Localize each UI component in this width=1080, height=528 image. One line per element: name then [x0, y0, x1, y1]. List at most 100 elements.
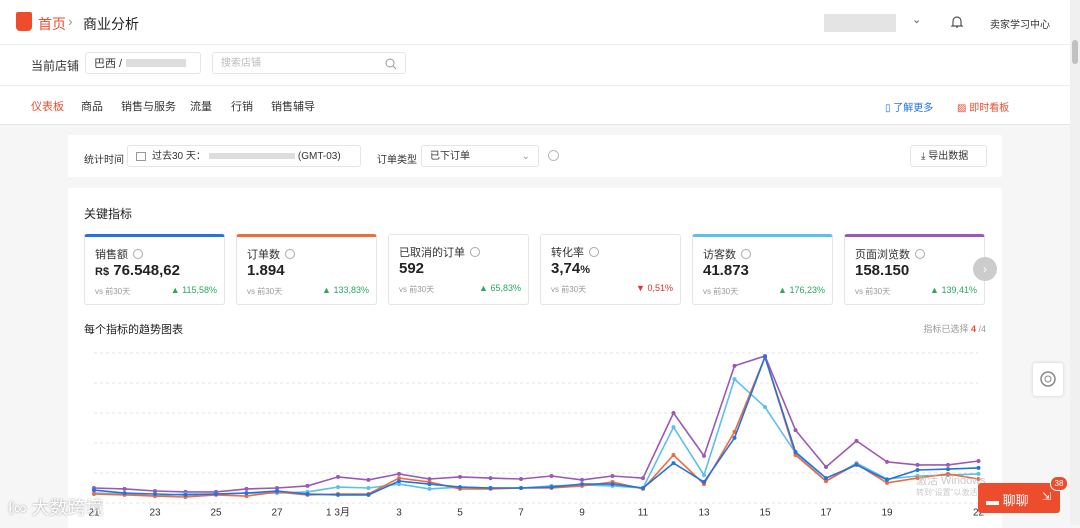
data-point — [549, 474, 554, 478]
nav-tab[interactable]: 流量 — [190, 101, 212, 113]
metric-value-text: 76.548,62 — [113, 262, 180, 279]
metric-card[interactable]: 销售额 R$ 76.548,62 vs 前30天 ▲ 115,58% — [84, 234, 225, 305]
metric-card[interactable]: 订单数 1.894 vs 前30天 ▲ 133,83% — [236, 234, 377, 305]
nav-tab[interactable]: 仪表板 — [31, 101, 64, 113]
key-metrics-title: 关键指标 — [84, 207, 133, 221]
x-tick-label: 23 — [149, 508, 161, 519]
data-point — [549, 485, 554, 490]
change-text: 133,83% — [333, 285, 369, 295]
data-point — [946, 471, 950, 476]
metric-card[interactable]: 访客数 41.873 vs 前30天 ▲ 176,23% — [692, 234, 833, 305]
metric-card[interactable]: 已取消的订单 592 vs 前30天 ▲ 65,83% — [388, 234, 529, 305]
metric-compare: vs 前30天 — [703, 287, 739, 296]
metric-value-text: 3,74 — [551, 260, 581, 277]
live-board-link[interactable]: ▨ 即时看板 — [957, 103, 1010, 114]
data-point — [854, 438, 859, 443]
data-point — [732, 377, 737, 382]
export-button[interactable]: ⤓ 导出数据 — [910, 145, 987, 167]
data-point — [671, 453, 676, 457]
metric-card[interactable]: 页面浏览数 158.150 vs 前30天 ▲ 139,41% — [844, 234, 985, 305]
change-text: 176,23% — [789, 285, 825, 295]
time-label: 统计时间 — [84, 155, 124, 166]
data-point — [488, 486, 493, 490]
chat-button[interactable]: ▬ 聊聊 ⇲ — [978, 483, 1060, 513]
next-cards-button[interactable]: › — [973, 257, 997, 281]
data-point — [244, 491, 249, 496]
notification-icon[interactable] — [950, 15, 964, 29]
metric-change: ▲ 65,83% — [479, 283, 521, 293]
nav-tab[interactable]: 商品 — [81, 101, 103, 113]
metric-card[interactable]: 转化率 3,74% vs 前30天 ▼ 0,51% — [540, 234, 681, 305]
x-tick-label: 3 — [396, 508, 402, 519]
metric-name-text: 销售额 — [95, 249, 128, 261]
search-icon — [385, 58, 397, 70]
data-point — [610, 474, 615, 478]
nav-bar — [0, 85, 1070, 125]
data-point — [946, 462, 950, 467]
metric-value: 592 — [399, 260, 424, 277]
live-board-text: 即时看板 — [969, 103, 1010, 114]
help-bubble-icon — [1040, 371, 1056, 387]
trend-chart: 21 23 25 27 1 3月 3 5 7 9 11 13 15 17 19 22 — [88, 352, 984, 519]
help-icon[interactable] — [548, 150, 559, 161]
nav-tab[interactable]: 销售辅导 — [271, 101, 315, 113]
learn-more-link[interactable]: ▯ 了解更多 — [885, 103, 934, 114]
time-picker[interactable]: 过去30 天： (GMT-03) — [127, 145, 361, 167]
account-dropdown[interactable]: ⌄ — [912, 14, 922, 26]
data-point — [976, 471, 981, 476]
data-point — [671, 411, 676, 415]
metric-compare: vs 前30天 — [247, 287, 283, 296]
data-point — [702, 480, 706, 484]
series-line — [93, 355, 979, 493]
data-point — [336, 474, 340, 479]
home-link[interactable]: 首页 — [38, 16, 66, 32]
store-label: 当前店铺 — [31, 59, 80, 73]
metric-help-icon — [589, 247, 599, 257]
metric-help-icon — [285, 249, 295, 259]
search-placeholder: 搜索店铺 — [221, 58, 261, 69]
order-type-label: 订单类型 — [377, 155, 417, 166]
data-point — [976, 465, 981, 470]
data-point — [885, 477, 889, 482]
data-point — [793, 453, 798, 457]
data-point — [763, 405, 767, 409]
metric-value-text: 1.894 — [247, 262, 285, 279]
blurred-store — [126, 59, 187, 67]
store-selector[interactable]: 巴西 / — [85, 52, 201, 74]
data-point — [244, 486, 249, 491]
x-tick-label: 5 — [457, 508, 463, 519]
logo[interactable] — [16, 12, 32, 31]
change-arrow: ▲ — [322, 285, 334, 295]
change-arrow: ▲ — [479, 283, 491, 293]
metric-change: ▲ 139,41% — [930, 285, 977, 295]
data-point — [427, 486, 432, 491]
learning-center-link[interactable]: 卖家学习中心 — [990, 20, 1050, 31]
windows-watermark-hint: 转到“设置”以激活 — [916, 488, 978, 497]
series-line — [93, 354, 979, 498]
metric-name: 订单数 — [247, 246, 295, 262]
metric-value-text: 158.150 — [855, 262, 910, 279]
selected-count: 4 — [970, 324, 976, 334]
data-point — [92, 488, 96, 493]
calendar-icon — [136, 152, 146, 161]
x-tick-label: 11 — [638, 508, 649, 519]
data-point — [763, 354, 767, 359]
metric-change: ▲ 133,83% — [322, 285, 369, 295]
change-arrow: ▲ — [930, 285, 942, 295]
data-point — [671, 425, 676, 430]
chat-badge: 38 — [1050, 476, 1068, 491]
floating-help-button[interactable] — [1033, 363, 1063, 396]
store-search[interactable]: 搜索店铺 — [212, 52, 406, 74]
data-point — [824, 476, 828, 481]
data-point — [580, 482, 584, 487]
x-tick-label: 9 — [579, 508, 585, 519]
data-point — [458, 485, 462, 490]
data-point — [427, 482, 432, 487]
x-tick-label: 13 — [698, 508, 710, 519]
data-point — [854, 462, 859, 467]
nav-tab[interactable]: 行销 — [231, 101, 253, 113]
metric-value-text: 592 — [399, 260, 425, 277]
scrollbar-thumb[interactable] — [1072, 40, 1078, 64]
nav-tab[interactable]: 销售与服务 — [121, 101, 176, 113]
order-type-select[interactable]: 已下订单 ⌄ — [421, 145, 539, 167]
